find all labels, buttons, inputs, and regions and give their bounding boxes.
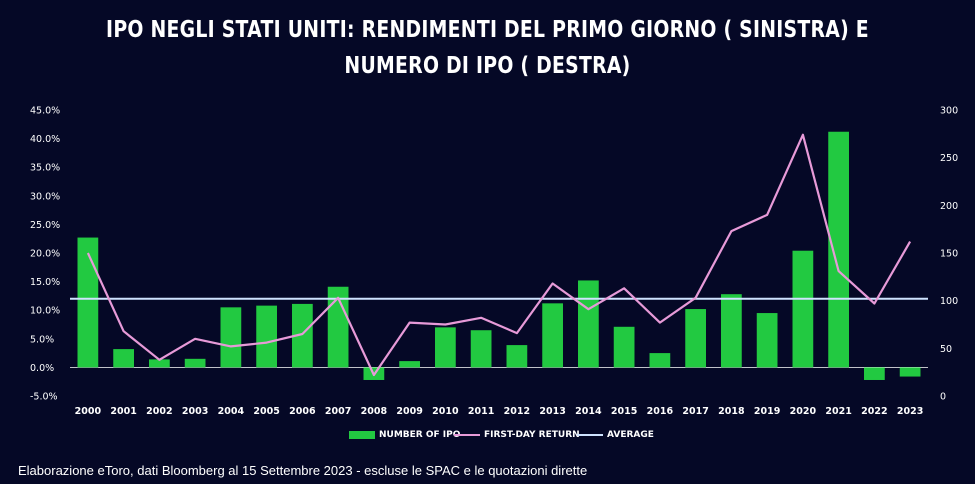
bar-2010: [435, 327, 456, 368]
x-tick-2015: 2015: [611, 406, 637, 417]
x-tick-2003: 2003: [182, 406, 208, 417]
x-tick-2014: 2014: [575, 406, 602, 417]
chart-title: IPO negli Stati Uniti: rendimenti del pr…: [0, 12, 975, 84]
y-left-tick: 30.0%: [30, 191, 60, 202]
chart-legend: Number of IPO First-day return Average: [0, 430, 975, 446]
x-tick-2020: 2020: [790, 406, 817, 417]
bar-2020: [792, 250, 814, 368]
legend-label-average: Average: [607, 430, 654, 440]
y-left-tick: 35.0%: [30, 163, 60, 174]
x-tick-2002: 2002: [146, 406, 172, 417]
x-tick-2009: 2009: [396, 406, 422, 417]
bar-2002: [149, 359, 170, 368]
y-right-tick: 100: [940, 296, 958, 307]
bar-2017: [685, 309, 706, 368]
bar-2019: [756, 313, 778, 368]
bar-2014: [578, 280, 599, 368]
y-left-tick: 0.0%: [30, 363, 54, 374]
x-tick-2023: 2023: [897, 406, 923, 417]
x-tick-2021: 2021: [825, 406, 851, 417]
bar-2009: [399, 361, 420, 368]
legend-item-first-day-return: First-day return: [454, 430, 580, 440]
bar-2021: [828, 131, 849, 368]
source-note: Elaborazione eToro, dati Bloomberg al 15…: [18, 463, 588, 478]
x-tick-2008: 2008: [361, 406, 388, 417]
y-right-tick: 250: [940, 153, 958, 164]
bar-2003: [184, 358, 206, 368]
chart-title-line1: IPO negli Stati Uniti: rendimenti del pr…: [106, 17, 869, 43]
legend-swatch-bars: [349, 431, 375, 439]
y-left-tick: 40.0%: [30, 134, 60, 145]
y-left-tick: 45.0%: [30, 106, 60, 117]
bar-2018: [721, 294, 742, 368]
bar-2011: [470, 330, 492, 368]
first-day-return-line: [86, 133, 912, 377]
bar-2016: [649, 353, 671, 368]
x-tick-2010: 2010: [432, 406, 459, 417]
legend-label-bars: Number of IPO: [379, 430, 461, 440]
y-left-tick: 10.0%: [30, 306, 60, 317]
x-tick-2006: 2006: [289, 406, 316, 417]
bar-2015: [613, 326, 635, 368]
x-tick-2018: 2018: [718, 406, 745, 417]
bar-2000: [77, 237, 99, 368]
x-tick-2011: 2011: [468, 406, 494, 417]
legend-swatch-first-day-return: [454, 434, 480, 436]
y-left-tick: 5.0%: [30, 334, 54, 345]
x-tick-2022: 2022: [861, 406, 887, 417]
bar-2023: [899, 367, 921, 377]
y-right-tick: 0: [940, 392, 946, 403]
y-left-tick: 25.0%: [30, 220, 60, 231]
bar-2006: [292, 303, 313, 368]
legend-item-bars: Number of IPO: [349, 430, 460, 440]
x-tick-2019: 2019: [754, 406, 780, 417]
bar-2005: [256, 305, 277, 368]
x-tick-2001: 2001: [110, 406, 136, 417]
x-tick-2007: 2007: [325, 406, 351, 417]
bar-2022: [864, 367, 885, 380]
x-tick-2012: 2012: [504, 406, 530, 417]
legend-label-first-day-return: First-day return: [484, 430, 580, 440]
legend-item-average: Average: [577, 430, 654, 440]
y-left-tick: -5.0%: [30, 392, 58, 403]
y-left-tick: 15.0%: [30, 277, 60, 288]
x-tick-2016: 2016: [647, 406, 674, 417]
bar-2013: [542, 303, 563, 368]
x-tick-2013: 2013: [539, 406, 565, 417]
bar-2012: [506, 345, 528, 368]
x-tick-2005: 2005: [253, 406, 279, 417]
chart-title-line2: numero di IPO ( destra): [344, 53, 631, 79]
x-tick-2004: 2004: [218, 406, 245, 417]
legend-swatch-average: [577, 434, 603, 436]
bar-2001: [113, 349, 134, 368]
bar-2004: [220, 307, 242, 368]
x-tick-2017: 2017: [682, 406, 708, 417]
y-right-tick: 300: [940, 106, 958, 117]
x-tick-2000: 2000: [75, 406, 102, 417]
y-right-tick: 150: [940, 249, 958, 260]
y-right-tick: 50: [940, 344, 952, 355]
y-left-tick: 20.0%: [30, 249, 60, 260]
y-right-tick: 200: [940, 201, 958, 212]
